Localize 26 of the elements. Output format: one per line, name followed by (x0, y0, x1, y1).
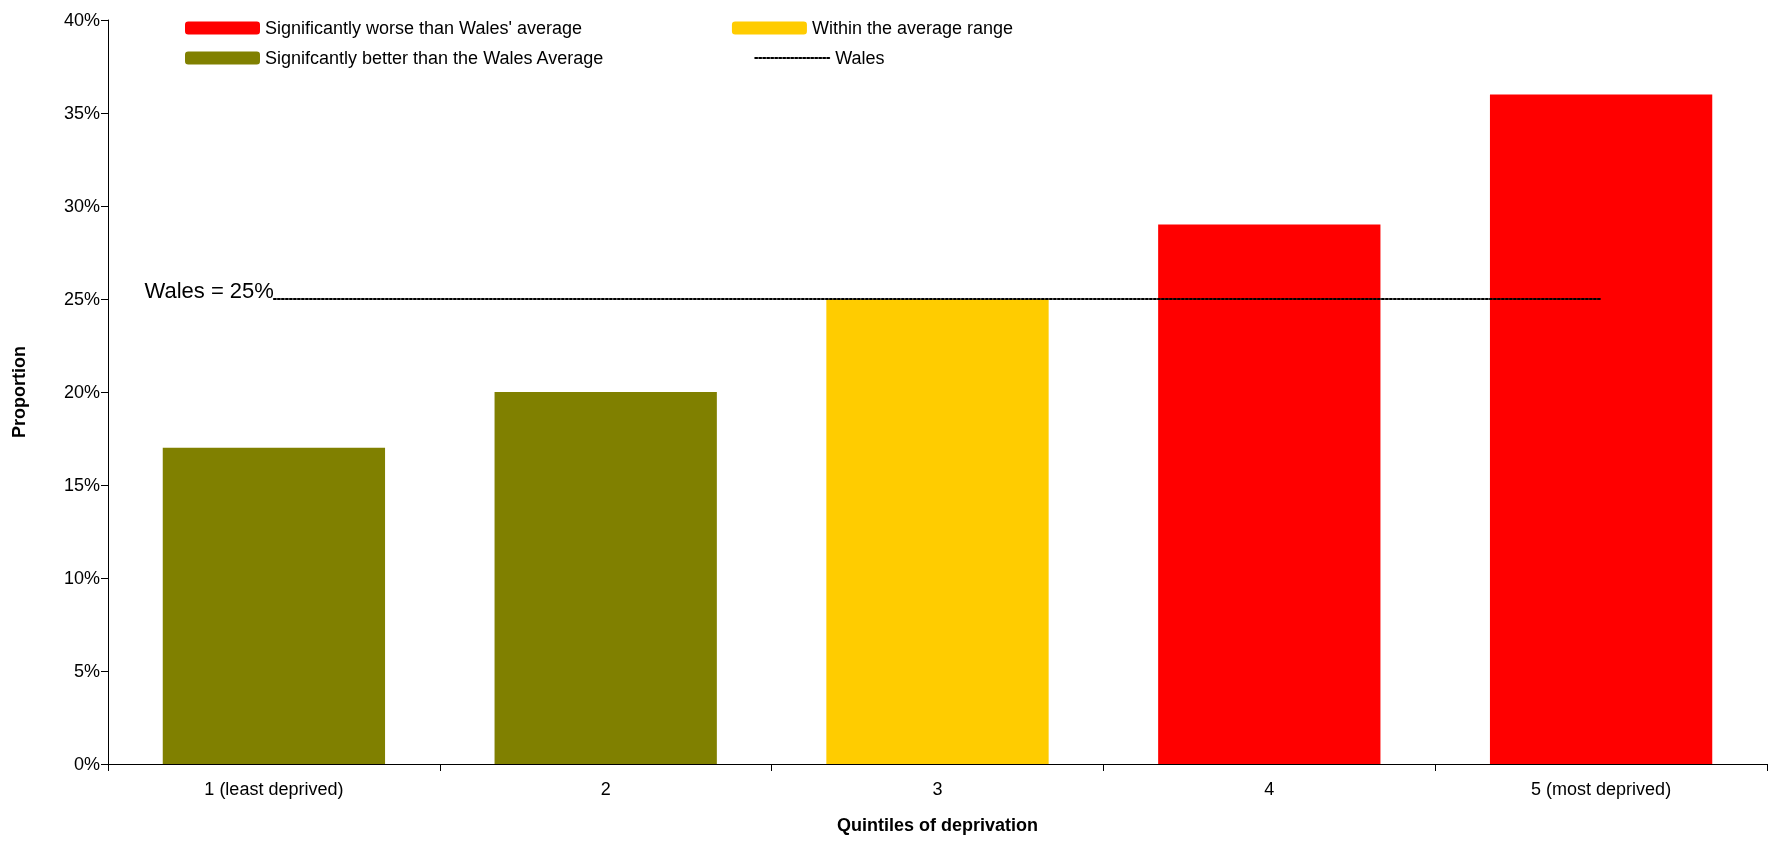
y-tick-label: 30% (63, 196, 100, 216)
y-tick-label: 15% (63, 475, 100, 495)
bar (1158, 224, 1381, 764)
bar (494, 392, 717, 764)
legend-label: Within the average range (811, 18, 1014, 38)
y-tick-label: 25% (63, 289, 100, 309)
x-tick-label: 1 (least deprived) (204, 779, 344, 799)
legend-label: Wales (835, 48, 885, 68)
y-axis-title: Proportion (9, 346, 29, 438)
y-tick-label: 20% (63, 382, 100, 402)
y-tick-label: 40% (63, 10, 100, 30)
y-tick-label: 10% (63, 568, 100, 588)
x-axis-title: Quintiles of deprivation (836, 815, 1039, 835)
y-tick-label: 35% (63, 103, 100, 123)
legend-label: Significantly worse than Wales' average (265, 18, 582, 38)
bar (162, 447, 386, 764)
annotation: Wales = 25% (144, 277, 274, 303)
y-tick-label: 5% (73, 661, 100, 681)
y-tick-label: 0% (73, 754, 100, 774)
bar (826, 299, 1049, 764)
legend-label: Signifcantly better than the Wales Average (265, 48, 604, 68)
x-tick-label: 3 (932, 779, 943, 799)
x-tick-label: 4 (1264, 779, 1275, 799)
x-tick-label: 2 (600, 779, 611, 799)
x-tick-label: 5 (most deprived) (1531, 779, 1672, 799)
bar (1489, 94, 1713, 764)
